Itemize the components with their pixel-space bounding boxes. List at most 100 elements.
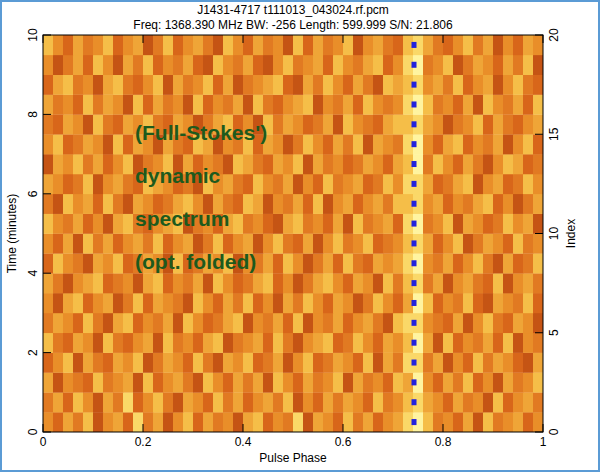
heat-cell [293, 114, 303, 134]
heat-cell [273, 174, 283, 194]
heat-cell [133, 412, 143, 432]
y-axis-title: Time (minutes) [5, 194, 19, 274]
heat-cell [153, 273, 163, 293]
heat-cell [63, 392, 73, 412]
heat-cell [463, 194, 473, 214]
heat-cell [393, 174, 403, 194]
heat-cell [253, 214, 263, 234]
heat-cell [83, 353, 93, 373]
heat-cell [443, 194, 453, 214]
heat-cell [513, 293, 523, 313]
heat-cell [423, 313, 433, 333]
heat-cell [343, 313, 353, 333]
heat-cell [513, 174, 523, 194]
heat-cell [493, 313, 503, 333]
heat-cell [223, 412, 233, 432]
heat-cell [453, 234, 463, 254]
heat-cell [43, 372, 53, 392]
heat-cell [513, 114, 523, 134]
heat-cell [313, 392, 323, 412]
heat-cell [103, 75, 113, 95]
heat-cell [383, 55, 393, 75]
heat-cell [273, 114, 283, 134]
marker-dot [412, 320, 417, 326]
heat-cell [283, 194, 293, 214]
heat-cell [133, 35, 143, 55]
heat-cell [283, 333, 293, 353]
heat-cell [353, 392, 363, 412]
heat-cell [213, 392, 223, 412]
heat-cell [423, 55, 433, 75]
heat-cell [423, 95, 433, 115]
heat-cell [313, 114, 323, 134]
y-tick-label: 4 [26, 270, 40, 277]
heat-cell [133, 353, 143, 373]
heat-cell [343, 194, 353, 214]
heat-cell [73, 194, 83, 214]
heat-cell [103, 154, 113, 174]
heat-cell [233, 174, 243, 194]
heat-cell [523, 273, 533, 293]
heat-cell [153, 333, 163, 353]
heat-cell [213, 55, 223, 75]
heat-cell [53, 75, 63, 95]
heat-cell [103, 35, 113, 55]
heat-cell [473, 134, 483, 154]
heat-cell [503, 134, 513, 154]
heat-cell [283, 353, 293, 373]
heat-cell [343, 35, 353, 55]
heat-cell [333, 293, 343, 313]
y2-tick [535, 432, 543, 433]
heat-cell [533, 392, 543, 412]
heat-cell [323, 95, 333, 115]
heat-cell [123, 114, 133, 134]
heat-cell [343, 333, 353, 353]
heat-cell [303, 412, 313, 432]
heat-cell [203, 372, 213, 392]
heat-cell [83, 95, 93, 115]
heat-cell [423, 273, 433, 293]
heat-cell [423, 412, 433, 432]
heat-cell [53, 372, 63, 392]
heat-cell [453, 194, 463, 214]
heat-cell [433, 35, 443, 55]
heat-cell [323, 313, 333, 333]
heat-cell [63, 253, 73, 273]
heat-cell [253, 392, 263, 412]
heat-cell [253, 353, 263, 373]
heat-cell [353, 114, 363, 134]
heat-cell [513, 194, 523, 214]
heat-cell [433, 134, 443, 154]
heat-cell [113, 253, 123, 273]
heat-cell [323, 214, 333, 234]
heat-cell [93, 35, 103, 55]
heat-cell [423, 333, 433, 353]
heat-cell [483, 333, 493, 353]
heat-cell [533, 253, 543, 273]
heat-cell [133, 75, 143, 95]
y2-tick [535, 134, 543, 135]
heat-cell [73, 154, 83, 174]
heat-cell [313, 372, 323, 392]
heat-cell [423, 253, 433, 273]
heat-cell [453, 174, 463, 194]
heat-cell [283, 392, 293, 412]
heat-cell [73, 392, 83, 412]
heat-cell [503, 35, 513, 55]
heat-cell [363, 75, 373, 95]
heat-cell [373, 95, 383, 115]
heat-cell [353, 214, 363, 234]
heat-cell [513, 134, 523, 154]
heat-cell [433, 273, 443, 293]
heat-cell [433, 114, 443, 134]
heat-cell [193, 55, 203, 75]
heat-cell [93, 214, 103, 234]
heat-cell [333, 333, 343, 353]
heat-cell [103, 293, 113, 313]
heat-cell [363, 293, 373, 313]
heat-cell [523, 194, 533, 214]
plot-area [43, 35, 543, 432]
heat-cell [133, 55, 143, 75]
heat-cell [363, 134, 373, 154]
heat-cell [483, 75, 493, 95]
